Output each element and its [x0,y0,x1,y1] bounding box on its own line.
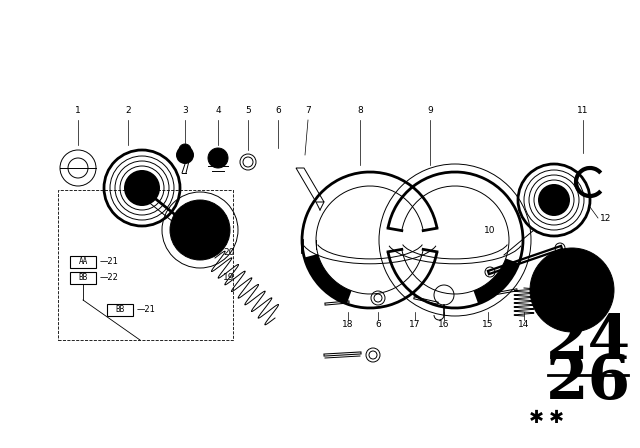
Text: 3: 3 [182,106,188,115]
Circle shape [208,148,228,168]
Text: ✱: ✱ [548,409,564,427]
FancyBboxPatch shape [70,272,96,284]
Text: 6: 6 [275,106,281,115]
Text: 20: 20 [223,247,234,257]
Polygon shape [474,258,519,304]
Text: —21: —21 [100,258,119,267]
Text: BB: BB [78,273,88,283]
Polygon shape [296,168,324,202]
Text: 1: 1 [75,106,81,115]
Text: 8: 8 [357,106,363,115]
Text: 13: 13 [566,320,578,329]
Text: AA: AA [78,258,88,267]
Circle shape [190,226,198,234]
Circle shape [128,174,156,202]
Circle shape [530,248,614,332]
Text: 9: 9 [427,106,433,115]
Circle shape [542,188,566,212]
Text: 10: 10 [484,226,496,235]
Text: 17: 17 [409,320,420,329]
Circle shape [179,144,191,156]
Text: 18: 18 [342,320,354,329]
Text: 15: 15 [483,320,493,329]
Text: 16: 16 [438,320,450,329]
Circle shape [536,254,608,326]
Text: 11: 11 [577,106,589,115]
Text: BB: BB [115,306,125,314]
Text: 2: 2 [125,106,131,115]
Polygon shape [304,254,351,304]
Circle shape [176,146,194,164]
FancyBboxPatch shape [70,256,96,268]
Circle shape [212,152,224,164]
Text: 7: 7 [305,106,311,115]
Circle shape [538,184,570,216]
Text: ✱: ✱ [529,409,543,427]
Text: 12: 12 [600,214,611,223]
Text: 5: 5 [245,106,251,115]
Text: 4: 4 [215,106,221,115]
Text: 24: 24 [545,312,630,372]
Text: 26: 26 [545,352,630,412]
Text: —21: —21 [137,306,156,314]
FancyBboxPatch shape [107,304,133,316]
Bar [58,190,233,340]
Circle shape [124,170,160,206]
Text: —22: —22 [100,273,119,283]
Text: 19: 19 [223,273,234,283]
Circle shape [484,291,492,299]
Circle shape [170,200,230,260]
Text: 14: 14 [518,320,530,329]
Text: 6: 6 [375,320,381,329]
